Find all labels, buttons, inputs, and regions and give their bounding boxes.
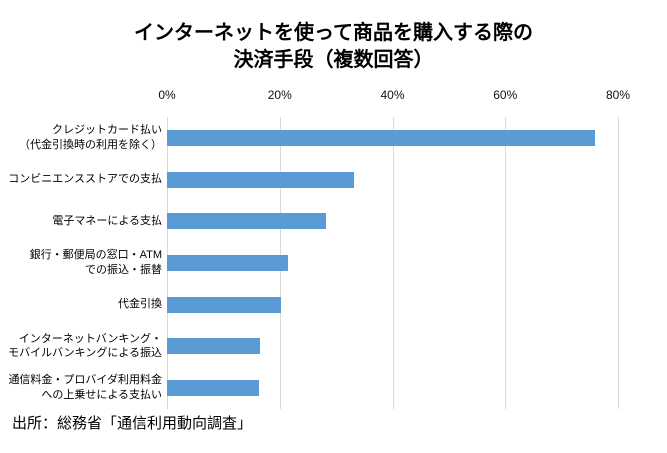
bar [167,380,259,397]
bar-row [167,242,660,284]
bar [167,338,261,355]
x-tick-label: 0% [158,88,176,102]
gridline [505,117,507,409]
category-label-line: への上乗せによる支払い [41,389,162,402]
bar [167,213,326,230]
bar [167,296,282,313]
category-label-line: 通信料金・プロバイダ利用料金 [8,374,162,387]
category-label-line: インターネットバンキング・ [18,332,162,345]
category-label: 通信料金・プロバイダ利用料金への上乗せによる支払い [0,367,162,409]
category-label: 代金引換 [0,284,162,326]
source-note: 出所：総務省「通信利用動向調査」 [12,415,253,432]
chart-title-line2: 決済手段（複数回答） [233,49,434,71]
x-tick-label: 60% [493,88,518,102]
chart-title: インターネットを使って商品を購入する際の 決済手段（複数回答） [0,20,667,74]
bar-row [167,200,660,242]
x-axis: 0% 20% 40% 60% 80% [0,88,667,106]
category-label-line: クレジットカード払い [52,124,162,137]
category-label-line: 電子マネーによる支払 [52,214,162,227]
bar-rows [167,117,660,409]
category-label-line: （代金引換時の利用を除く） [19,138,162,151]
category-label: コンビニエンスストアでの支払 [0,159,162,201]
x-tick-label: 80% [605,88,631,102]
bar-row [167,117,660,159]
bar-row [167,367,660,409]
category-label: 電子マネーによる支払 [0,200,162,242]
category-label-line: モバイルバンキングによる振込 [8,347,162,360]
category-label-line: での振込・振替 [85,264,162,277]
gridline [618,117,619,409]
bar-row [167,159,660,201]
bar [167,255,289,272]
plot-area [167,117,660,409]
category-label-line: 銀行・郵便局の窓口・ATM [29,249,162,262]
category-label-line: 代金引換 [118,298,162,311]
category-label: 銀行・郵便局の窓口・ATM での振込・振替 [0,242,162,284]
bar-row [167,284,660,326]
category-label: インターネットバンキング・モバイルバンキングによる振込 [0,326,162,368]
x-tick-label: 20% [267,88,292,102]
category-labels: クレジットカード払い （代金引換時の利用を除く） コンビニエンスストアでの支払電子マ… [0,117,162,409]
category-label-line: コンビニエンスストアでの支払 [8,173,162,186]
bar-row [167,326,660,368]
category-label: クレジットカード払い （代金引換時の利用を除く） [0,117,162,159]
bar [167,171,354,188]
bar [167,129,595,146]
x-tick-label: 40% [380,88,405,102]
chart-title-line1: インターネットを使って商品を購入する際の [134,22,533,44]
gridline [392,117,394,409]
